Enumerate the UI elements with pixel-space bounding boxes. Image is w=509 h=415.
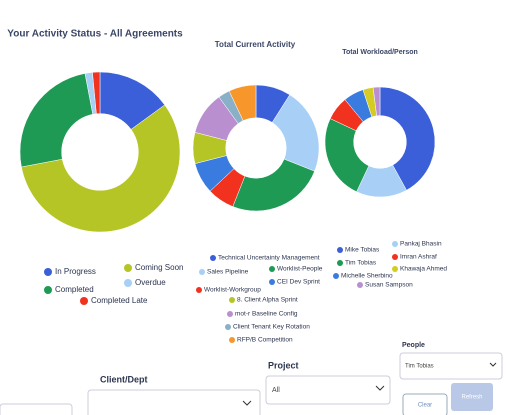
legend-swatch [229,337,235,343]
chart-title: Your Activity Status - All Agreements [7,29,183,40]
donut-slice [92,71,101,115]
refresh-label: Refresh [461,395,482,401]
legend-swatch [333,273,339,279]
legend-swatch [124,264,132,272]
chevron [489,362,497,367]
legend-label: RFP/B Competition [237,337,293,344]
legend-swatch [229,297,235,303]
legend-swatch [80,297,88,305]
clear-label: Clear [418,403,432,409]
refresh-button[interactable] [451,383,493,411]
people-label: People [402,342,425,349]
legend-swatch [199,269,205,275]
legend-swatch [337,247,343,253]
donut-slice [19,73,94,168]
clear-button[interactable] [402,393,448,415]
people-value: Tim Tobias [405,364,434,370]
legend-swatch [44,268,52,276]
legend-label: mot-r Baseline Config [235,311,298,318]
legend-swatch [196,287,202,293]
legend-swatch [124,279,132,287]
input[interactable] [0,403,73,415]
legend-swatch [225,324,231,330]
legend-label: Susan Sampson [365,282,413,289]
legend-label: CEI Dev Sprint [277,279,320,286]
legend-swatch [392,254,398,260]
legend-swatch [269,279,275,285]
donut-slice [372,86,381,117]
legend-label: Mike Tobias [345,247,380,254]
legend-swatch [227,311,233,317]
client-select[interactable] [87,389,261,415]
legend-label: Michelle Sherbino [341,273,393,280]
legend-swatch [357,282,363,288]
legend-swatch [210,255,216,261]
legend-swatch [44,286,52,294]
legend-label: Worklist-Workgroup [204,287,261,294]
donut-slice [228,84,257,121]
legend-label: Technical Uncertainty Management [218,255,320,262]
client-label: Client/Dept [100,374,148,384]
legend-label: Imran Ashraf [400,254,437,261]
project-label: Project [268,360,299,370]
legend-swatch [392,266,398,272]
chart-title: Total Workload/Person [342,49,418,56]
legend-label: Overdue [135,278,166,287]
legend-swatch [392,241,398,247]
legend-label: Tim Tobias [345,260,377,267]
chevron [375,385,385,391]
legend-label: Completed [55,285,94,294]
project-value: All [272,387,280,394]
donut-slice [21,104,181,233]
legend-label: 8. Client Alpha Sprint [237,297,298,304]
legend-label: Khawaja Ahmed [400,266,447,273]
legend-label: Client Tenant Key Rotation [233,324,310,331]
legend-label: Pankaj Bhasin [400,241,442,248]
legend-swatch [269,266,275,272]
legend-label: Worklist-People [277,266,323,273]
chart-title: Total Current Activity [215,40,296,49]
donut-slice [232,158,315,212]
donut-slice [379,86,436,191]
legend-swatch [337,260,343,266]
legend-label: Sales Pipeline [207,269,249,276]
project-select[interactable] [265,375,391,405]
filters: Client/Dept Project All People Tim Tobia… [0,342,503,415]
people-select[interactable] [399,352,503,380]
legend-label: In Progress [55,267,96,276]
legend-label: Completed Late [91,296,148,305]
legend-label: Coming Soon [135,263,183,272]
chevron [242,400,252,406]
